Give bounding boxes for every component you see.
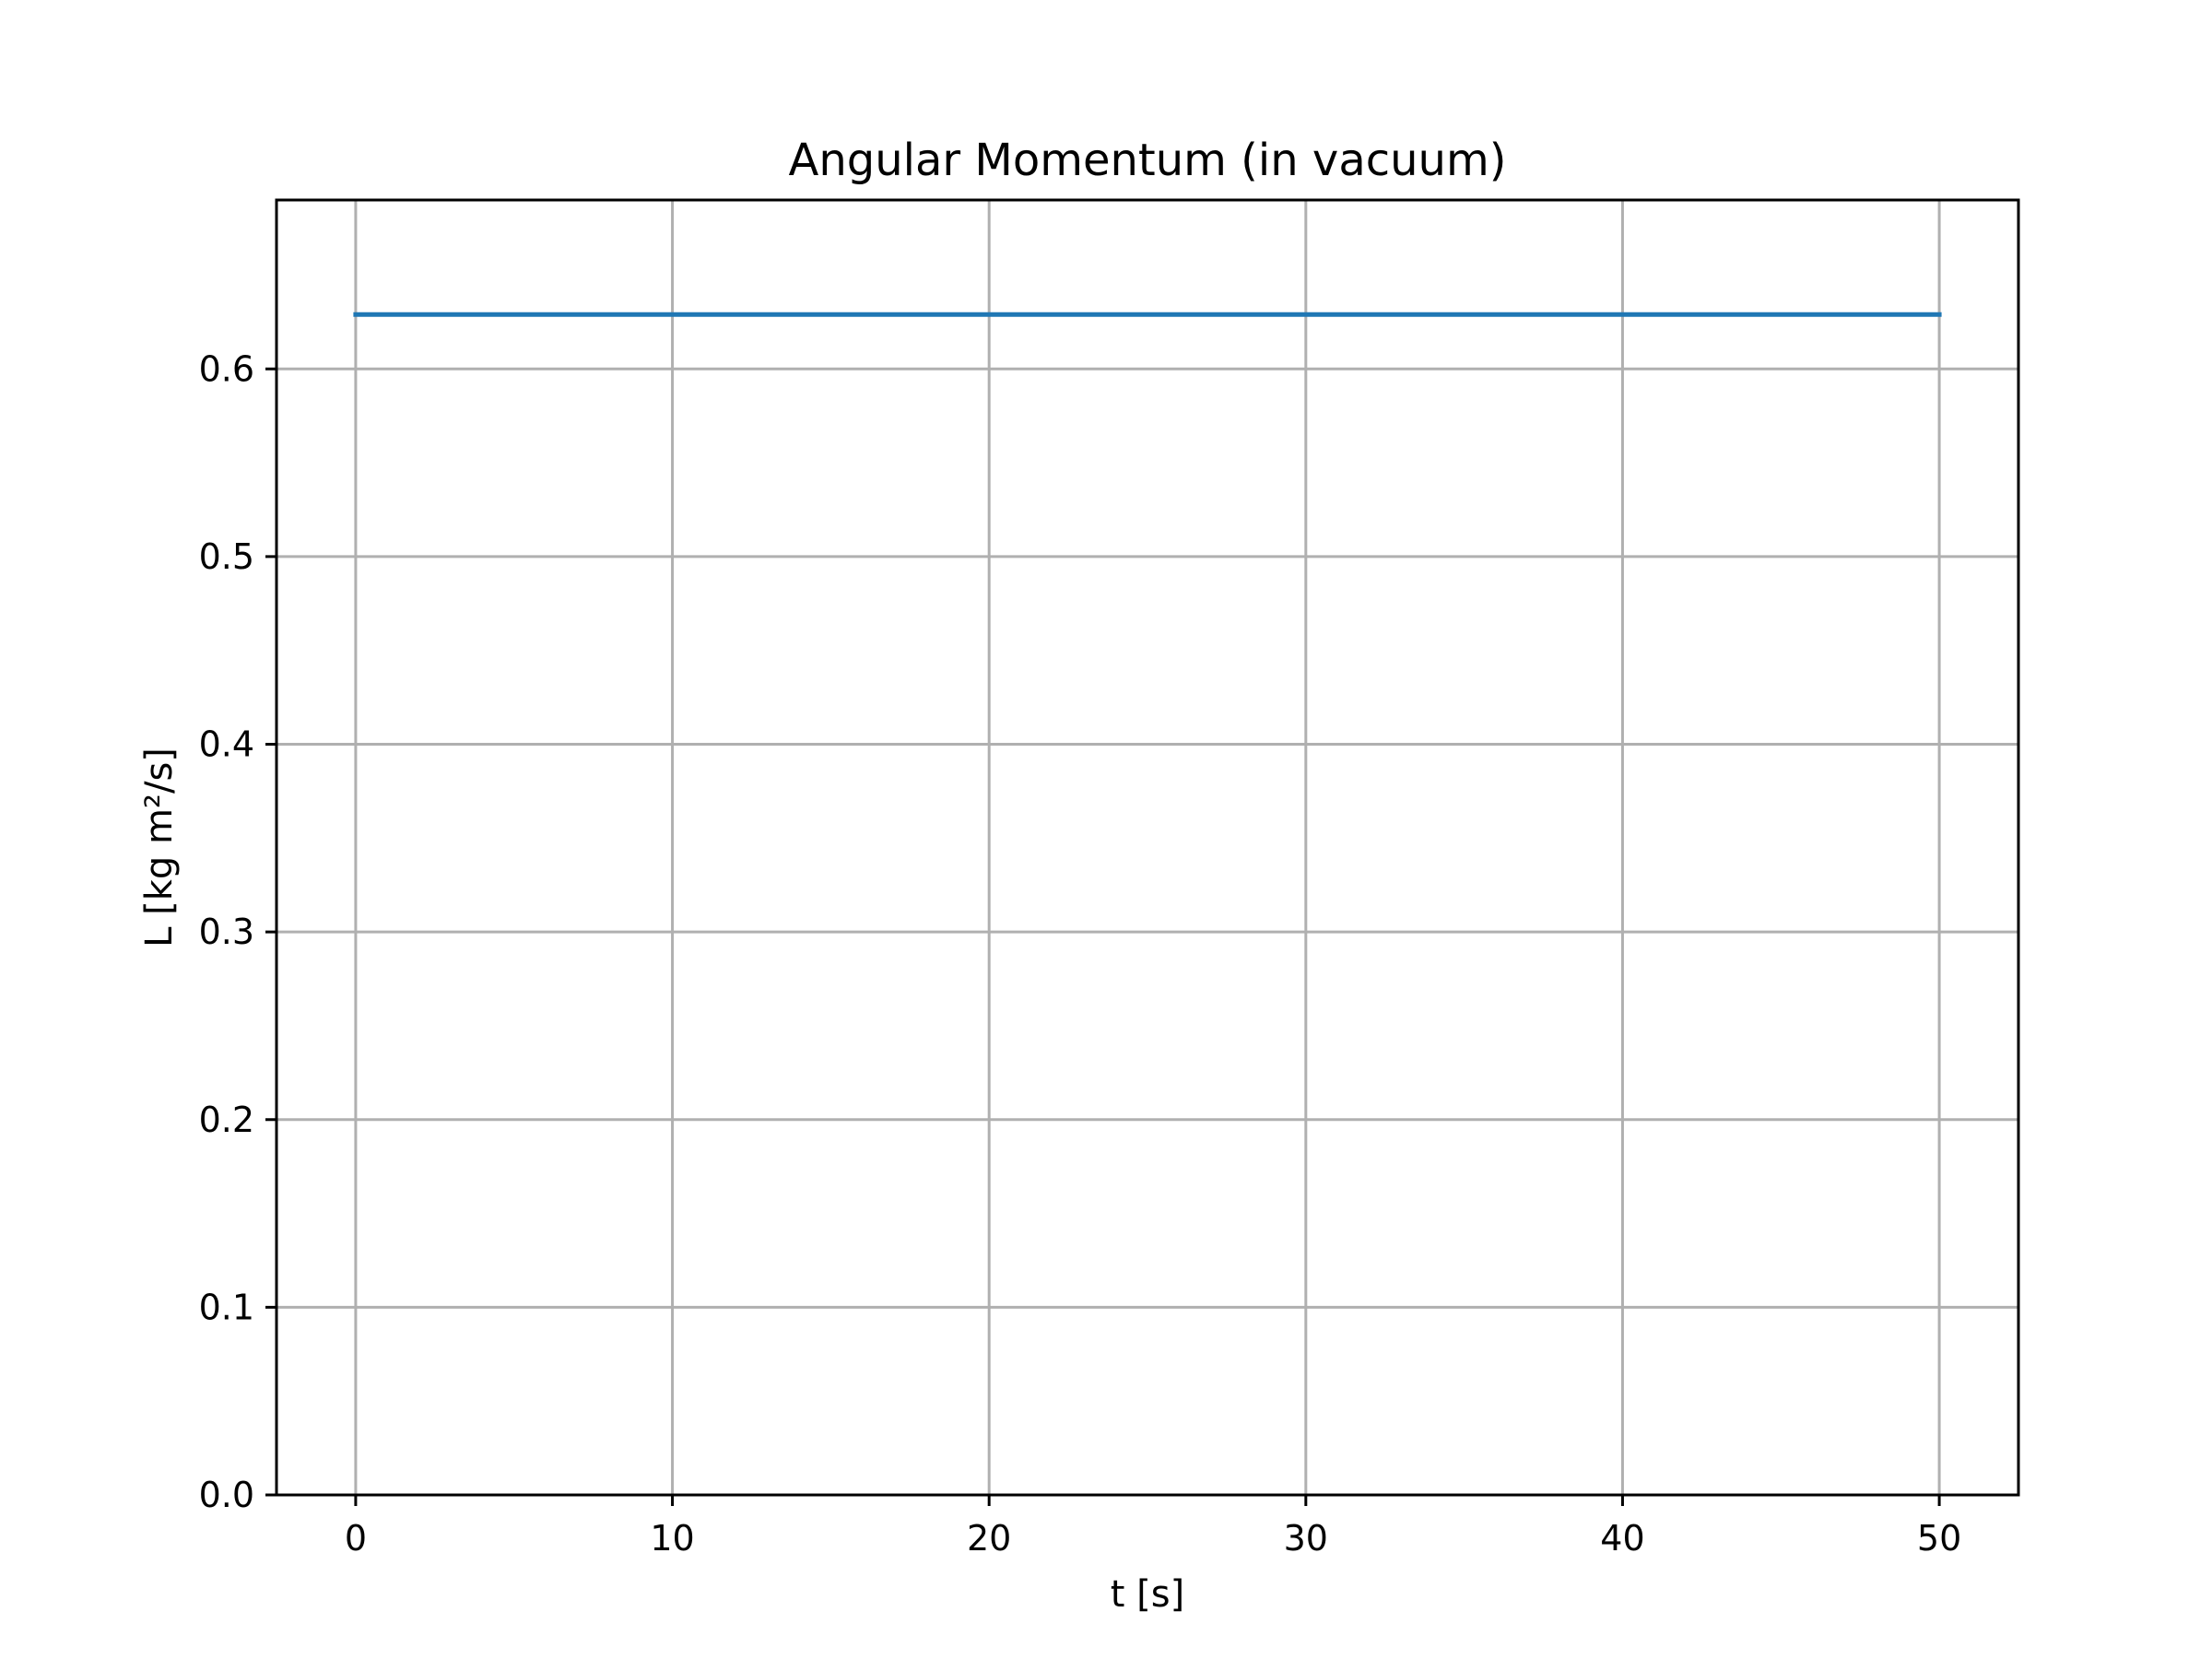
y-tick-label: 0.6 [199, 348, 254, 389]
x-tick-label: 0 [345, 1518, 367, 1559]
grid [276, 200, 2018, 1497]
x-tick-label: 50 [1917, 1518, 1961, 1559]
ticks: 0 10 20 30 40 50 0.0 0.1 0.2 0.3 0.4 0.5 0.6 [199, 348, 1962, 1559]
x-tick-label: 20 [967, 1518, 1011, 1559]
x-tick-label: 40 [1600, 1518, 1644, 1559]
y-axis-label: L [kg m²/s] [138, 747, 181, 947]
y-tick-label: 0.2 [199, 1100, 254, 1140]
chart-title: Angular Momentum (in vacuum) [789, 135, 1507, 186]
y-tick-label: 0.0 [199, 1475, 254, 1515]
plot-frame [275, 198, 2020, 1497]
y-tick-label: 0.3 [199, 912, 254, 952]
y-tick-label: 0.5 [199, 536, 254, 577]
x-axis-label: t [s] [1111, 1573, 1184, 1616]
x-tick-label: 30 [1284, 1518, 1328, 1559]
y-tick-label: 0.4 [199, 724, 254, 765]
y-tick-label: 0.1 [199, 1287, 254, 1327]
x-tick-label: 10 [650, 1518, 694, 1559]
